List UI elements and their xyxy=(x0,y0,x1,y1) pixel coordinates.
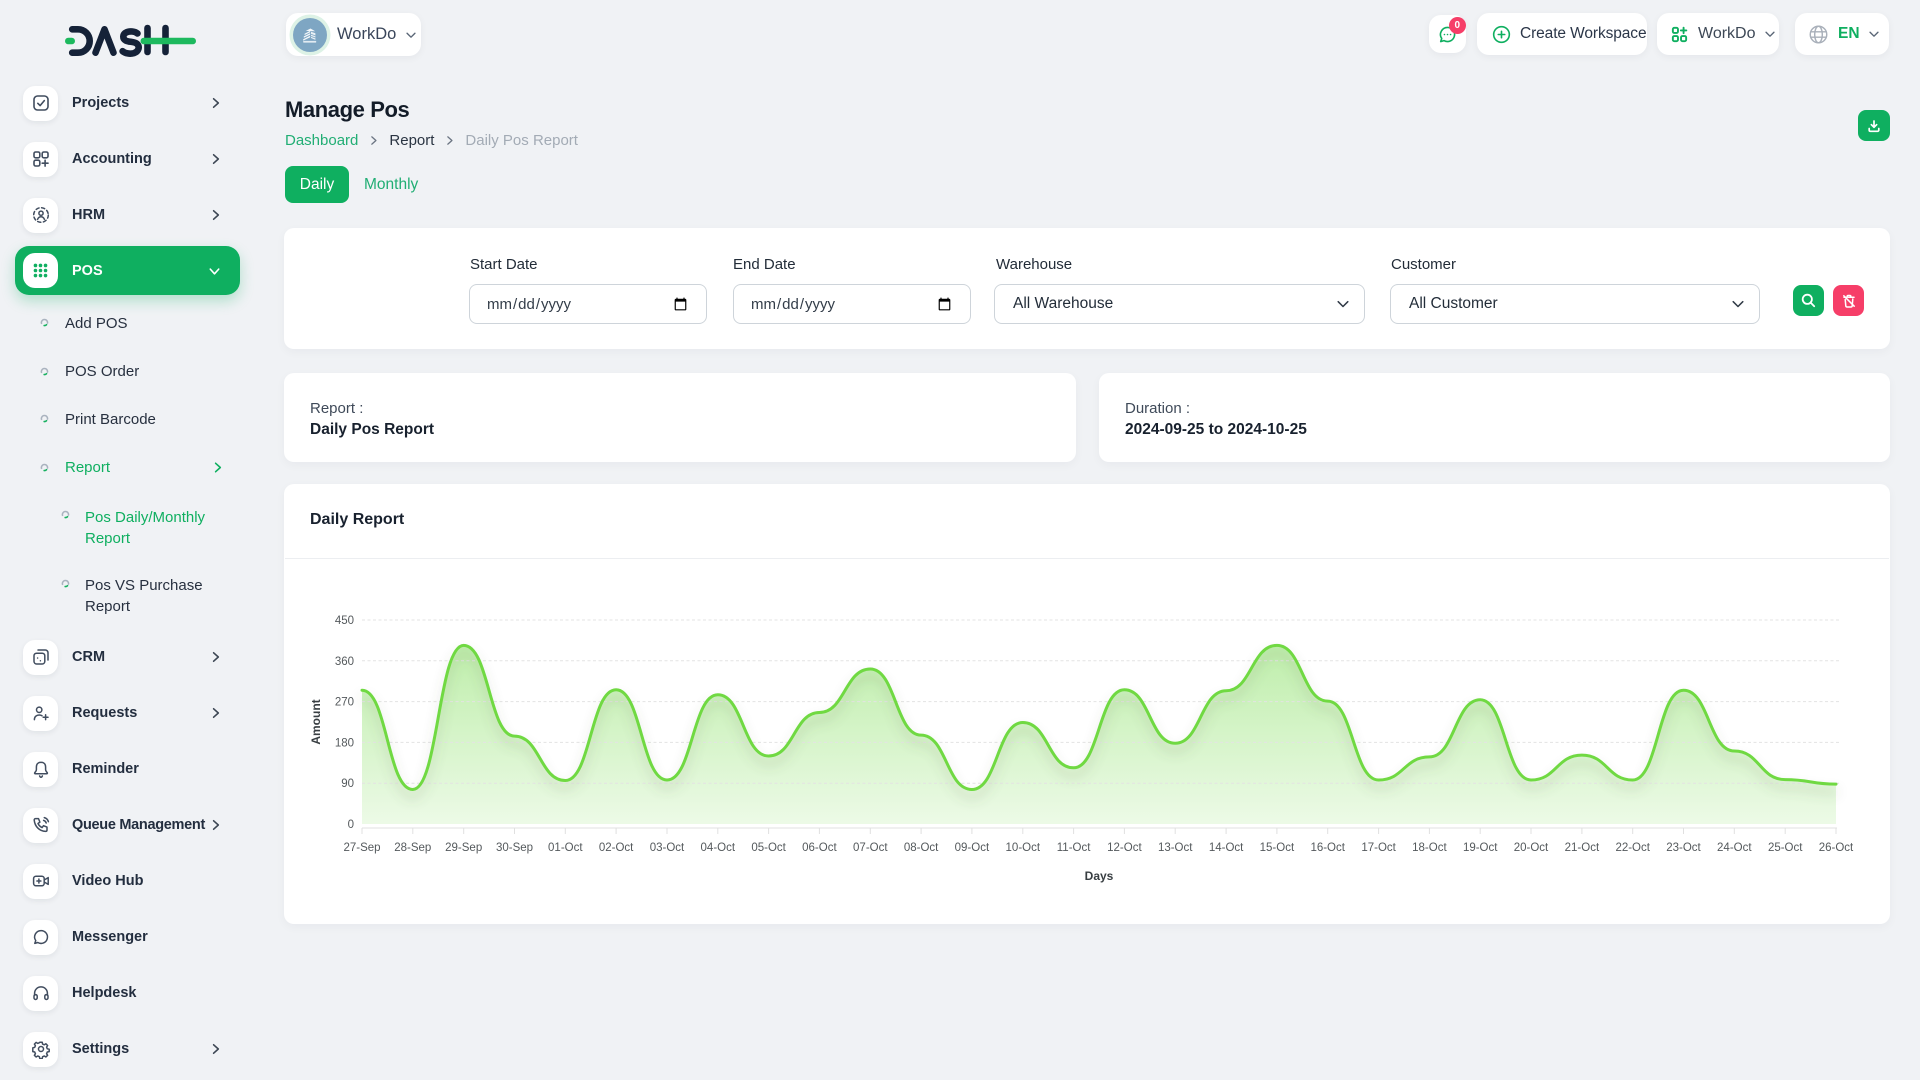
svg-text:30-Sep: 30-Sep xyxy=(496,842,533,854)
svg-text:20-Oct: 20-Oct xyxy=(1514,842,1549,854)
svg-text:15-Oct: 15-Oct xyxy=(1260,842,1295,854)
svg-text:04-Oct: 04-Oct xyxy=(701,842,736,854)
svg-text:06-Oct: 06-Oct xyxy=(802,842,837,854)
svg-text:26-Oct: 26-Oct xyxy=(1819,842,1854,854)
svg-text:24-Oct: 24-Oct xyxy=(1717,842,1752,854)
svg-text:19-Oct: 19-Oct xyxy=(1463,842,1498,854)
svg-text:16-Oct: 16-Oct xyxy=(1310,842,1345,854)
svg-text:14-Oct: 14-Oct xyxy=(1209,842,1244,854)
svg-text:Days: Days xyxy=(1085,869,1114,883)
svg-text:07-Oct: 07-Oct xyxy=(853,842,888,854)
svg-text:08-Oct: 08-Oct xyxy=(904,842,939,854)
svg-text:17-Oct: 17-Oct xyxy=(1361,842,1396,854)
svg-text:360: 360 xyxy=(335,656,354,668)
svg-text:27-Sep: 27-Sep xyxy=(343,842,380,854)
svg-text:90: 90 xyxy=(341,778,354,790)
svg-text:18-Oct: 18-Oct xyxy=(1412,842,1447,854)
svg-text:450: 450 xyxy=(335,615,354,627)
svg-text:09-Oct: 09-Oct xyxy=(955,842,990,854)
svg-text:03-Oct: 03-Oct xyxy=(650,842,685,854)
svg-text:01-Oct: 01-Oct xyxy=(548,842,583,854)
svg-text:23-Oct: 23-Oct xyxy=(1666,842,1701,854)
svg-text:25-Oct: 25-Oct xyxy=(1768,842,1803,854)
svg-text:13-Oct: 13-Oct xyxy=(1158,842,1193,854)
svg-text:05-Oct: 05-Oct xyxy=(751,842,786,854)
svg-text:0: 0 xyxy=(348,819,354,831)
svg-text:28-Sep: 28-Sep xyxy=(394,842,431,854)
svg-text:02-Oct: 02-Oct xyxy=(599,842,634,854)
svg-text:10-Oct: 10-Oct xyxy=(1006,842,1041,854)
svg-text:22-Oct: 22-Oct xyxy=(1615,842,1650,854)
svg-text:Amount: Amount xyxy=(309,699,323,744)
svg-text:270: 270 xyxy=(335,697,354,709)
svg-text:11-Oct: 11-Oct xyxy=(1057,842,1091,854)
svg-text:12-Oct: 12-Oct xyxy=(1107,842,1142,854)
svg-text:180: 180 xyxy=(335,737,354,749)
svg-text:21-Oct: 21-Oct xyxy=(1565,842,1600,854)
svg-text:29-Sep: 29-Sep xyxy=(445,842,482,854)
